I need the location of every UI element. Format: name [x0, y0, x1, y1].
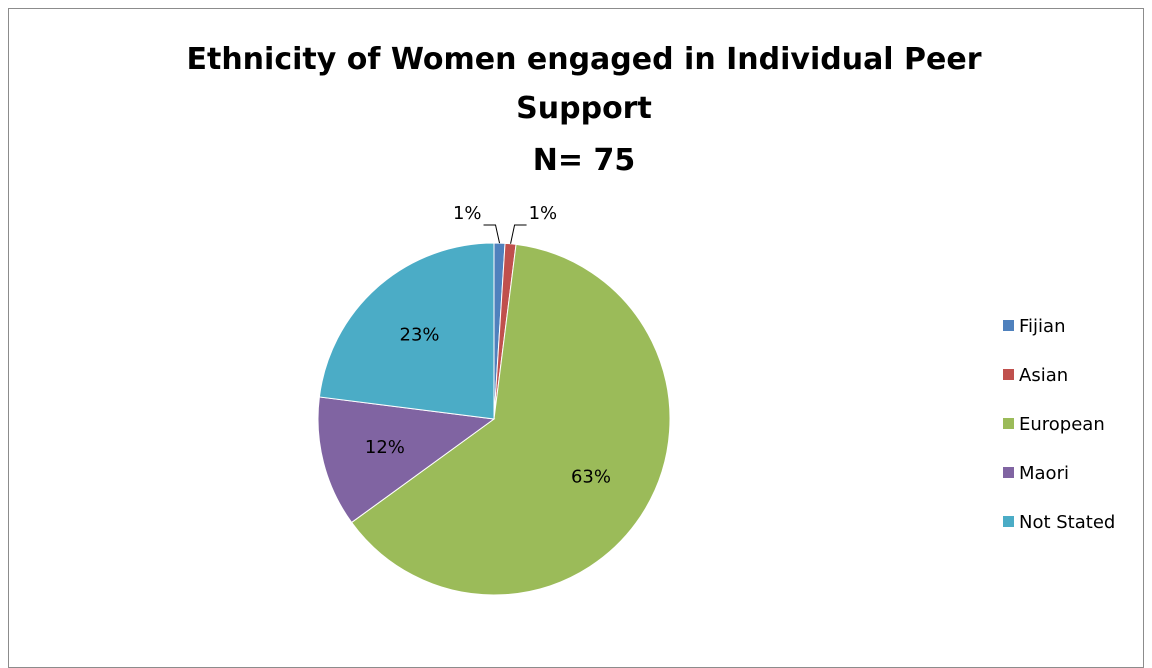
legend-label-maori: Maori — [1019, 463, 1069, 484]
legend-label-european: European — [1019, 414, 1105, 435]
data-label-not-stated: 23% — [400, 325, 440, 346]
pie-chart: Ethnicity of Women engaged in Individual… — [0, 0, 1152, 647]
legend-label-fijian: Fijian — [1019, 316, 1066, 337]
chart-title-line-1: Ethnicity of Women engaged in Individual… — [186, 42, 981, 77]
chart-title-line-2: Support — [516, 91, 652, 126]
data-label-maori: 12% — [365, 437, 405, 458]
leader-line-fijian — [484, 225, 500, 243]
legend-label-not-stated: Not Stated — [1019, 512, 1115, 533]
leader-lines — [484, 225, 527, 244]
chart-title: Ethnicity of Women engaged in Individual… — [186, 42, 981, 178]
legend-swatch-not-stated — [1003, 516, 1014, 527]
legend-swatch-european — [1003, 418, 1014, 429]
legend-swatch-maori — [1003, 467, 1014, 478]
legend-label-asian: Asian — [1019, 365, 1068, 386]
leader-line-asian — [511, 225, 527, 244]
pie-slices — [318, 243, 670, 595]
legend: Fijian Asian European Maori Not Stated — [1003, 316, 1115, 533]
data-label-asian: 1% — [529, 203, 558, 224]
data-label-fijian: 1% — [453, 203, 482, 224]
data-label-european: 63% — [571, 466, 611, 487]
legend-swatch-fijian — [1003, 320, 1014, 331]
legend-swatch-asian — [1003, 369, 1014, 380]
chart-title-line-3: N= 75 — [533, 143, 635, 178]
